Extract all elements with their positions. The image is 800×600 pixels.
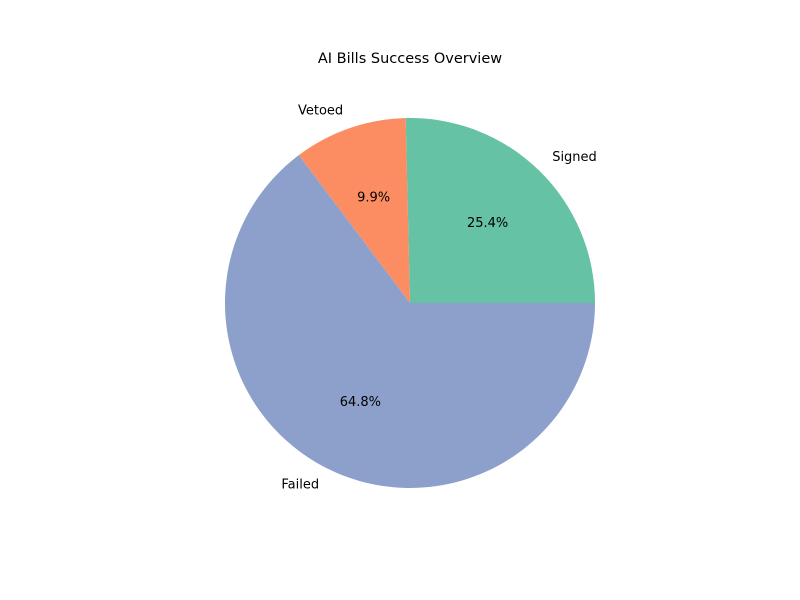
pie-slice-signed — [405, 117, 596, 303]
pct-label-signed: 25.4% — [467, 216, 508, 231]
pie-slices — [225, 117, 596, 489]
slice-label-signed: Signed — [552, 150, 597, 165]
pie-labels: Signed 25.4% Vetoed 9.9% Failed 64.8% — [281, 103, 596, 492]
pct-label-vetoed: 9.9% — [357, 191, 390, 206]
slice-label-vetoed: Vetoed — [298, 103, 343, 118]
slice-label-failed: Failed — [281, 478, 319, 493]
pct-label-failed: 64.8% — [340, 395, 381, 410]
pie-slice-failed — [225, 155, 595, 489]
pie-slice-vetoed — [298, 118, 410, 303]
chart-title: AI Bills Success Overview — [318, 51, 502, 67]
